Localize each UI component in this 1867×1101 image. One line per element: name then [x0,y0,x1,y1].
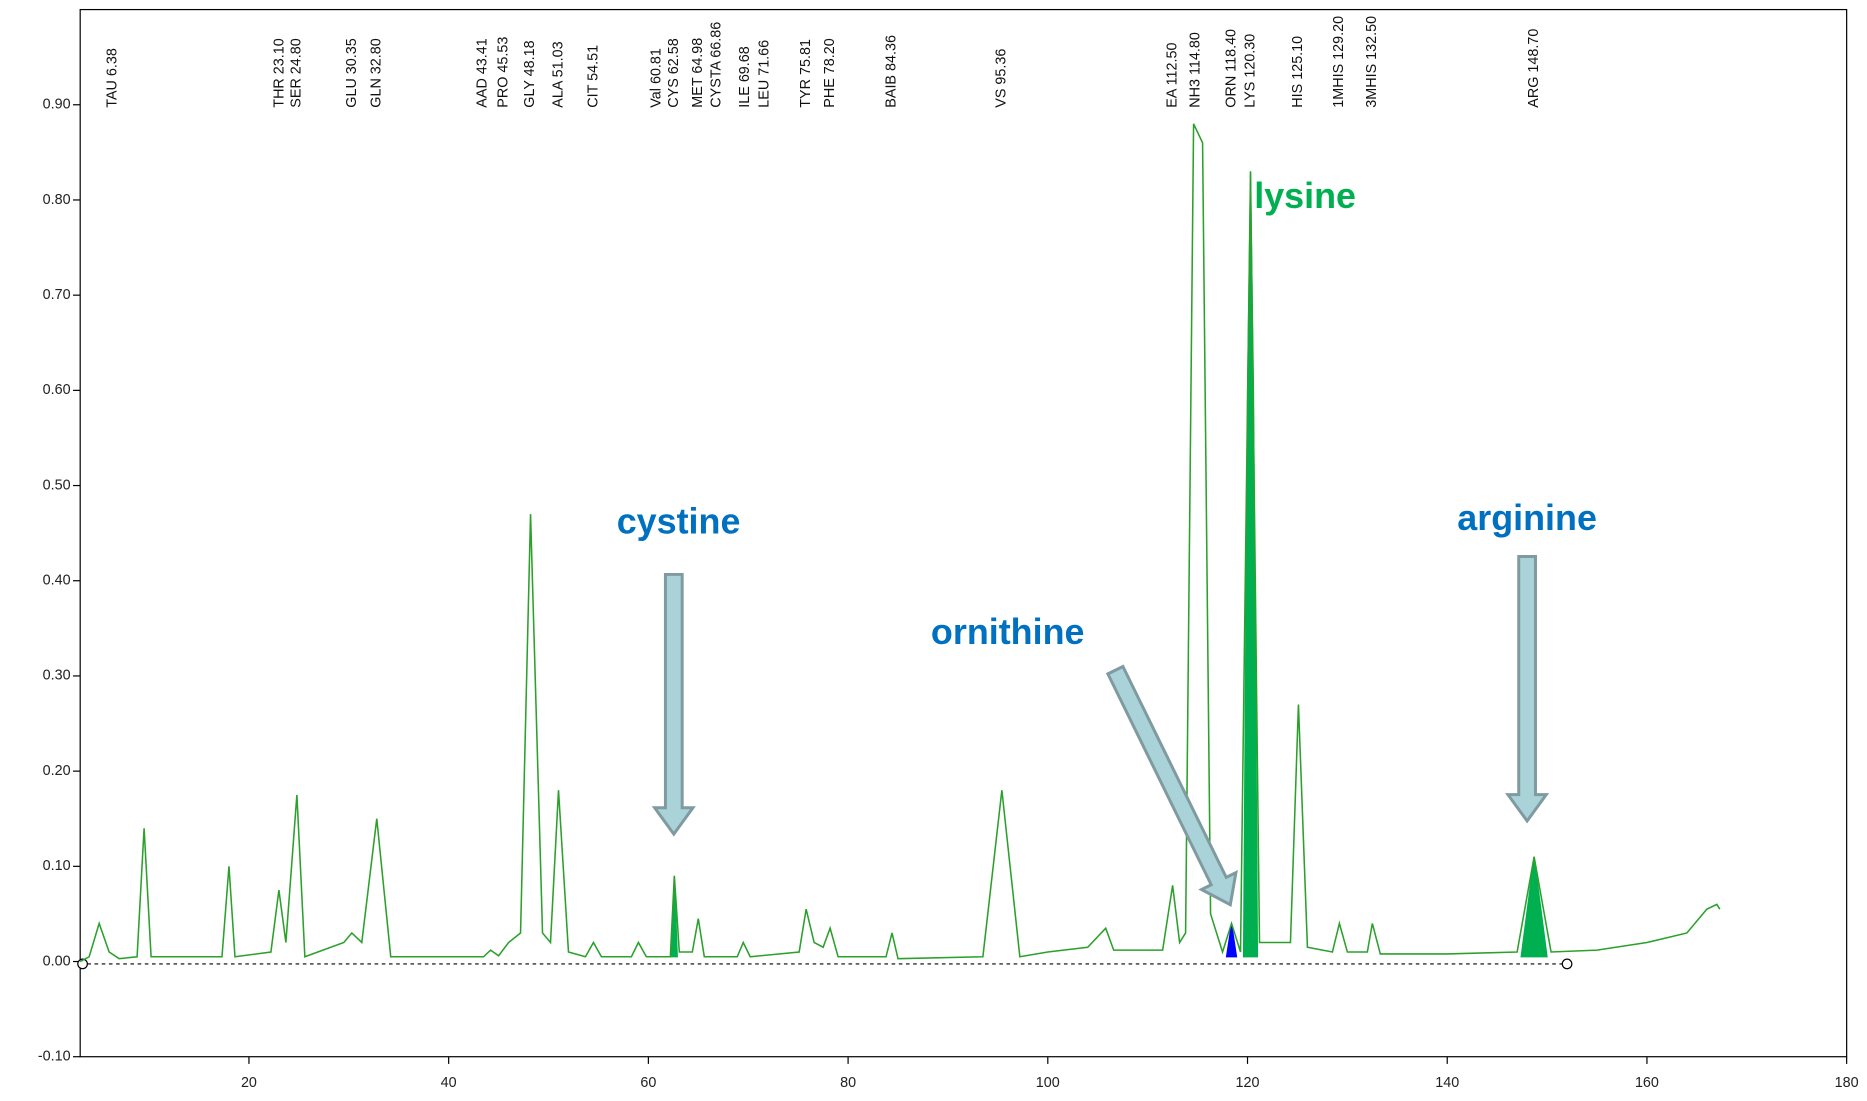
x-tick-label: 120 [1236,1075,1260,1091]
y-tick-label: 0.80 [43,192,71,208]
y-tick-label: 0.30 [43,668,71,684]
y-tick-label: 0.60 [43,382,71,398]
peak-label: MET 64.98 [690,38,706,108]
peak-label: CIT 54.51 [585,45,601,108]
annotation: cystine [617,502,741,542]
y-tick-label: 0.00 [43,953,71,969]
annotation: arginine [1457,498,1597,538]
chromatogram-trace [79,123,1721,963]
peak-label: BAIB 84.36 [883,35,899,108]
peak-label: ORN 118.40 [1223,29,1239,108]
peak-label: CYS 62.58 [666,38,682,107]
x-tick-label: 180 [1835,1075,1859,1091]
y-tick-label: 0.20 [43,763,71,779]
peak-label: NH3 114.80 [1187,32,1203,108]
peak-label: PHE 78.20 [822,38,838,107]
peak-label: GLU 30.35 [344,38,360,107]
y-tick-label: 0.90 [43,97,71,113]
baseline-end [1561,958,1573,970]
peak-label: THR 23.10 [272,38,288,107]
y-tick-label: 0.70 [43,287,71,303]
x-tick-label: 140 [1435,1075,1459,1091]
x-tick-label: 60 [640,1075,656,1091]
peak-label: LEU 71.66 [757,40,773,108]
annotation-arrow [651,572,696,837]
peak-label: Val 60.81 [648,48,664,108]
y-tick-label: -0.10 [38,1049,71,1065]
peak-label: ALA 51.03 [551,41,567,107]
peak-label: TYR 75.81 [798,39,814,108]
y-tick-label: 0.50 [43,477,71,493]
peak-label: ARG 148.70 [1526,29,1542,108]
x-tick-label: 160 [1635,1075,1659,1091]
y-tick-label: 0.10 [43,858,71,874]
plot-frame [79,8,1848,1058]
x-tick-label: 80 [840,1075,856,1091]
peak-label: 1MHIS 129.20 [1331,16,1347,108]
peak-label: CYSTA 66.86 [709,22,725,108]
y-tick-label: 0.40 [43,573,71,589]
annotation-arrow [1105,664,1238,908]
filled-peak [1225,923,1238,958]
annotation: lysine [1254,176,1356,216]
annotation: ornithine [931,612,1085,652]
peak-label: SER 24.80 [289,38,305,107]
peak-label: 3MHIS 132.50 [1364,16,1380,108]
peak-label: AAD 43.41 [475,38,491,107]
x-tick-label: 40 [441,1075,457,1091]
peak-label: GLN 32.80 [369,38,385,107]
peak-label: LYS 120.30 [1242,34,1258,108]
filled-peak [1520,856,1548,958]
peak-label: GLY 48.18 [522,40,538,107]
peak-label: ILE 69.68 [737,46,753,107]
x-tick-label: 20 [241,1075,257,1091]
peak-label: VS 95.36 [993,49,1009,108]
peak-label: PRO 45.53 [496,37,512,108]
peak-label: TAU 6.38 [105,48,121,108]
annotation-arrow [1505,554,1550,824]
peak-label: EA 112.50 [1164,42,1180,107]
x-tick-label: 100 [1036,1075,1060,1091]
peak-label: HIS 125.10 [1290,36,1306,108]
